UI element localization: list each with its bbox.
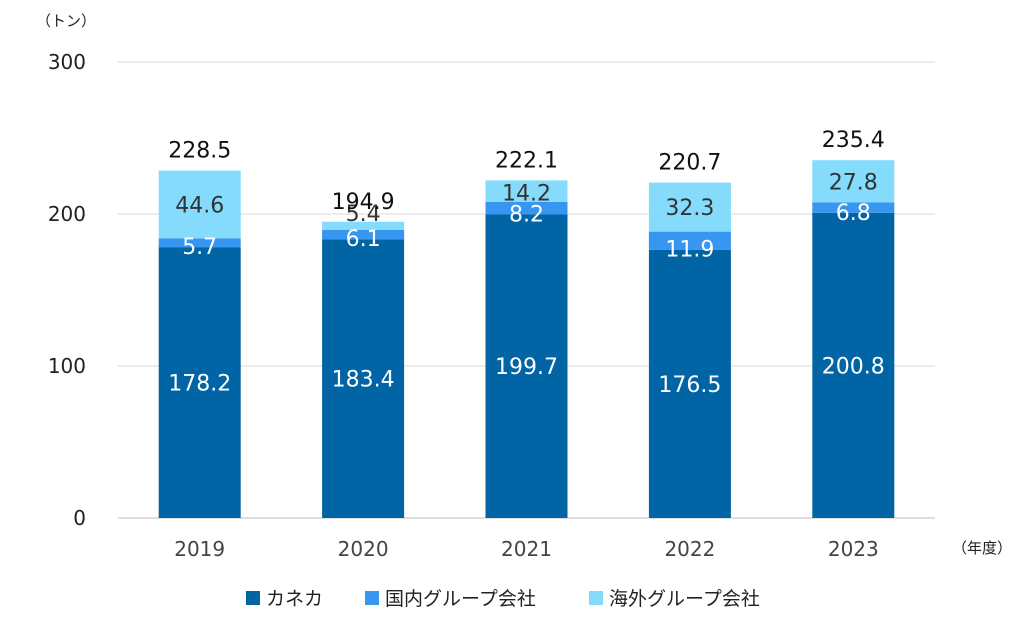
bar-2022-series-1 [648, 231, 731, 250]
segment-value-label: 199.7 [495, 355, 558, 380]
x-tick-label: 2023 [828, 537, 879, 561]
bar-2022-series-2 [648, 182, 731, 232]
total-value-label: 194.9 [332, 190, 395, 215]
total-value-label: 228.5 [168, 139, 231, 164]
y-tick-label: 0 [73, 506, 86, 530]
bar-2021-series-1 [485, 201, 568, 215]
total-value-label: 220.7 [658, 151, 721, 176]
x-tick-label: 2019 [174, 537, 225, 561]
legend-swatch-0 [246, 591, 260, 605]
total-value-label: 235.4 [822, 128, 885, 153]
segment-value-label: 178.2 [168, 372, 231, 397]
legend-label-0: カネカ [266, 588, 323, 610]
legend-label-1: 国内グループ会社 [385, 588, 536, 610]
bar-2020-series-0 [322, 239, 405, 518]
bar-2019-series-0 [158, 247, 241, 519]
segment-value-label: 176.5 [658, 373, 721, 398]
x-tick-label: 2022 [664, 537, 715, 561]
x-tick-label: 2021 [501, 537, 552, 561]
bar-2020-series-1 [322, 229, 405, 240]
segment-value-label: 183.4 [332, 368, 395, 393]
bar-2021-series-0 [485, 214, 568, 518]
x-tick-label: 2020 [338, 537, 389, 561]
y-tick-label: 100 [48, 354, 86, 378]
y-axis-unit: （トン） [36, 12, 96, 30]
segment-value-label: 5.7 [182, 235, 217, 260]
bar-2023-series-0 [812, 212, 895, 518]
segment-value-label: 6.1 [346, 227, 381, 252]
segment-value-label: 5.4 [346, 202, 381, 227]
bar-2019-series-2 [158, 170, 241, 239]
bars [158, 160, 895, 519]
bar-2020-series-2 [322, 221, 405, 230]
legend-swatch-2 [589, 591, 603, 605]
legend-swatch-1 [365, 591, 379, 605]
y-tick-label: 300 [48, 50, 86, 74]
y-tick-label: 200 [48, 202, 86, 226]
y-axis-ticks: 0 100 200 300 [48, 50, 86, 530]
legend: カネカ 国内グループ会社 海外グループ会社 [246, 588, 760, 610]
segment-value-label: 8.2 [509, 202, 544, 227]
segment-value-label: 44.6 [175, 194, 224, 219]
x-axis-ticks: 2019 2020 2021 2022 2023 [174, 537, 879, 561]
bar-2021-series-2 [485, 180, 568, 202]
segment-value-label: 14.2 [502, 181, 551, 206]
bar-2023-series-1 [812, 202, 895, 213]
segment-value-label: 200.8 [822, 354, 885, 379]
x-axis-unit: （年度） [952, 539, 1012, 557]
bar-2022-series-0 [648, 249, 731, 518]
segment-value-label: 27.8 [829, 170, 878, 195]
segment-value-label: 6.8 [836, 201, 871, 226]
segment-value-label: 32.3 [665, 196, 714, 221]
total-value-label: 222.1 [495, 148, 558, 173]
bar-2019-series-1 [158, 238, 241, 248]
legend-label-2: 海外グループ会社 [609, 588, 760, 610]
segment-value-label: 11.9 [665, 238, 714, 263]
bar-2023-series-2 [812, 160, 895, 203]
